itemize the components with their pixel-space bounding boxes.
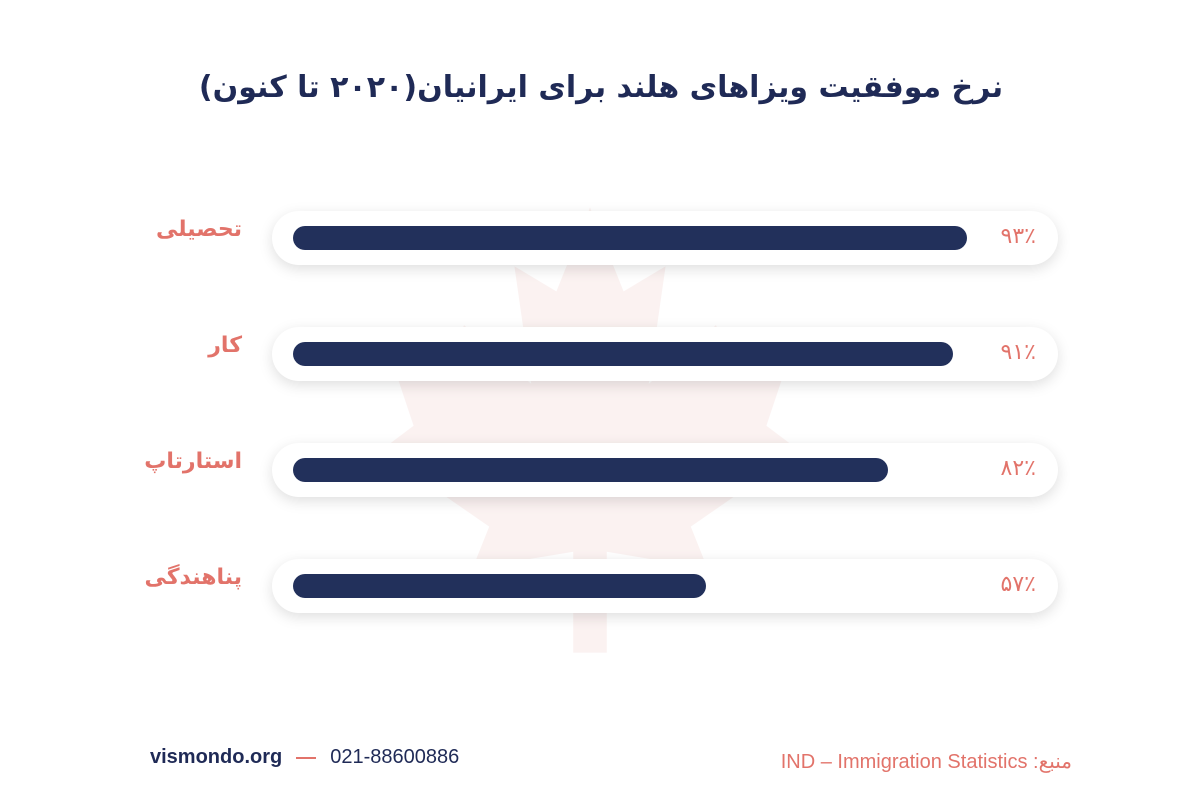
bar-row: ۵۷٪ پناهندگی: [0, 559, 1202, 619]
source-label: منبع:: [1033, 751, 1072, 773]
chart-title: نرخ موفقیت ویزاهای هلند برای ایرانیان(۲۰…: [198, 70, 1004, 105]
bar-track: ۹۱٪: [272, 327, 1058, 381]
bar-row: ۹۱٪ کار: [0, 327, 1202, 387]
bar-category-label: استارتاپ: [144, 449, 242, 474]
bar-category-label: کار: [208, 333, 242, 358]
bar-track: ۸۲٪: [272, 443, 1058, 497]
phone-number: 021-88600886: [330, 746, 460, 768]
bar-value-label: ۹۱٪: [1000, 340, 1036, 365]
bar-fill: [293, 342, 953, 366]
bar-track: ۵۷٪: [272, 559, 1058, 613]
bar-row: ۸۲٪ استارتاپ: [0, 443, 1202, 503]
bar-value-label: ۵۷٪: [1000, 572, 1036, 597]
bar-value-label: ۹۳٪: [1000, 224, 1036, 249]
bar-track: ۹۳٪: [272, 211, 1058, 265]
bar-row: ۹۳٪ تحصیلی: [0, 211, 1202, 271]
maple-leaf-watermark-icon: [380, 207, 800, 653]
bar-fill: [293, 574, 707, 598]
bar-category-label: تحصیلی: [155, 217, 242, 242]
bar-category-label: پناهندگی: [144, 565, 243, 590]
bar-fill: [293, 458, 888, 482]
footer-dash: [296, 756, 317, 759]
bar-fill: [293, 226, 968, 250]
source-value: IND – Immigration Statistics: [780, 751, 1028, 773]
website-link[interactable]: vismondo.org: [150, 746, 283, 768]
footer-source: منبع: IND – Immigration Statistics: [781, 749, 1072, 774]
footer-contact: vismondo.org 021-88600886: [150, 746, 459, 769]
bar-value-label: ۸۲٪: [1000, 456, 1036, 481]
